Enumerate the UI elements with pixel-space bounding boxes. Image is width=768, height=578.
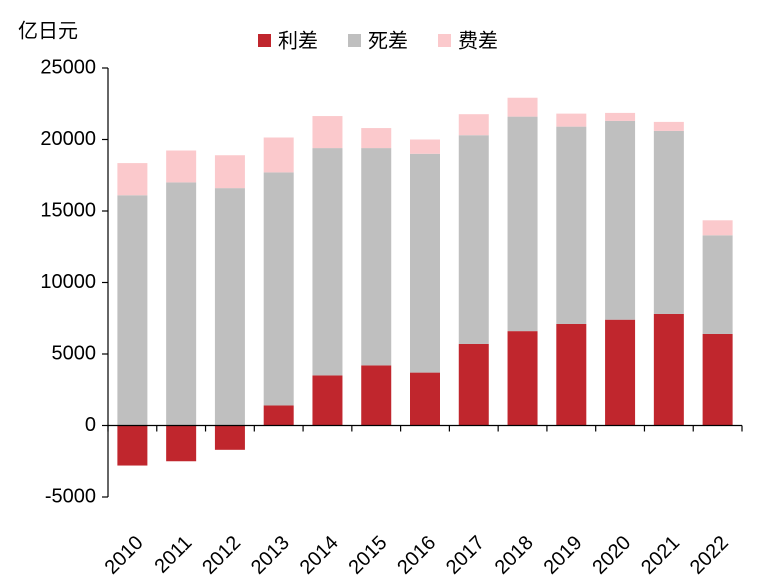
bar-segment xyxy=(458,114,489,136)
bar-segment xyxy=(312,116,343,149)
bar-segment xyxy=(702,220,733,236)
x-tick-label: 2013 xyxy=(247,532,294,578)
bar-segment xyxy=(166,150,197,183)
bar-segment xyxy=(361,365,392,426)
bar-segment xyxy=(702,333,733,426)
bar-segment xyxy=(214,188,245,426)
bar-segment xyxy=(605,319,636,426)
bar-segment xyxy=(458,135,489,344)
x-tick-label: 2022 xyxy=(686,532,733,578)
bar-segment xyxy=(507,331,538,426)
x-tick-label: 2021 xyxy=(637,532,684,578)
bar-segment xyxy=(556,126,587,324)
bar-segment xyxy=(653,121,684,131)
bar-segment xyxy=(410,372,440,426)
bar-segment xyxy=(361,128,392,149)
bar-segment xyxy=(166,182,197,426)
legend-label: 费差 xyxy=(458,29,498,52)
y-tick-label: 5000 xyxy=(52,342,97,364)
x-tick-label: 2017 xyxy=(442,532,489,578)
x-tick-label: 2015 xyxy=(344,532,391,578)
bar-segment xyxy=(117,163,148,196)
x-tick-label: 2011 xyxy=(150,532,196,578)
bar-segment xyxy=(507,97,538,117)
bar-segment xyxy=(166,425,197,462)
legend-swatch xyxy=(348,34,361,47)
y-tick-label: 25000 xyxy=(40,56,96,78)
y-tick-label: -5000 xyxy=(45,485,96,507)
legend-label: 死差 xyxy=(368,29,408,52)
bar-segment xyxy=(117,195,148,426)
bar-segment xyxy=(312,148,343,376)
bar-segment xyxy=(312,375,343,426)
bar-segment xyxy=(556,323,587,426)
x-tick-label: 2018 xyxy=(491,532,538,578)
x-tick-label: 2016 xyxy=(393,532,440,578)
legend-swatch xyxy=(438,34,451,47)
y-axis-label: 亿日元 xyxy=(18,19,78,42)
bar-segment xyxy=(361,148,392,366)
bar-segment xyxy=(263,137,294,173)
bar-segment xyxy=(263,405,294,426)
bar-segment xyxy=(214,155,245,189)
bar-segment xyxy=(507,116,538,332)
bar-segment xyxy=(214,425,245,450)
bar-segment xyxy=(653,313,684,426)
bar-segment xyxy=(702,235,733,334)
y-tick-label: 15000 xyxy=(40,199,96,221)
bar-segment xyxy=(605,120,636,320)
legend-swatch xyxy=(258,34,271,47)
bar-segment xyxy=(410,153,440,373)
bar-segment xyxy=(117,425,148,466)
bar-segment xyxy=(653,130,684,314)
x-tick-label: 2014 xyxy=(296,532,343,578)
bar-segment xyxy=(556,113,587,127)
x-tick-label: 2010 xyxy=(101,532,148,578)
bar-segment xyxy=(458,343,489,426)
x-tick-label: 2020 xyxy=(588,532,635,578)
bar-segment xyxy=(410,139,440,154)
y-tick-label: 20000 xyxy=(40,128,96,150)
bar-segment xyxy=(263,172,294,406)
legend-label: 利差 xyxy=(278,29,318,52)
y-tick-label: 10000 xyxy=(40,271,96,293)
x-tick-label: 2012 xyxy=(198,532,245,578)
y-tick-label: 0 xyxy=(85,414,96,436)
bar-segment xyxy=(605,112,636,121)
x-tick-label: 2019 xyxy=(540,532,587,578)
